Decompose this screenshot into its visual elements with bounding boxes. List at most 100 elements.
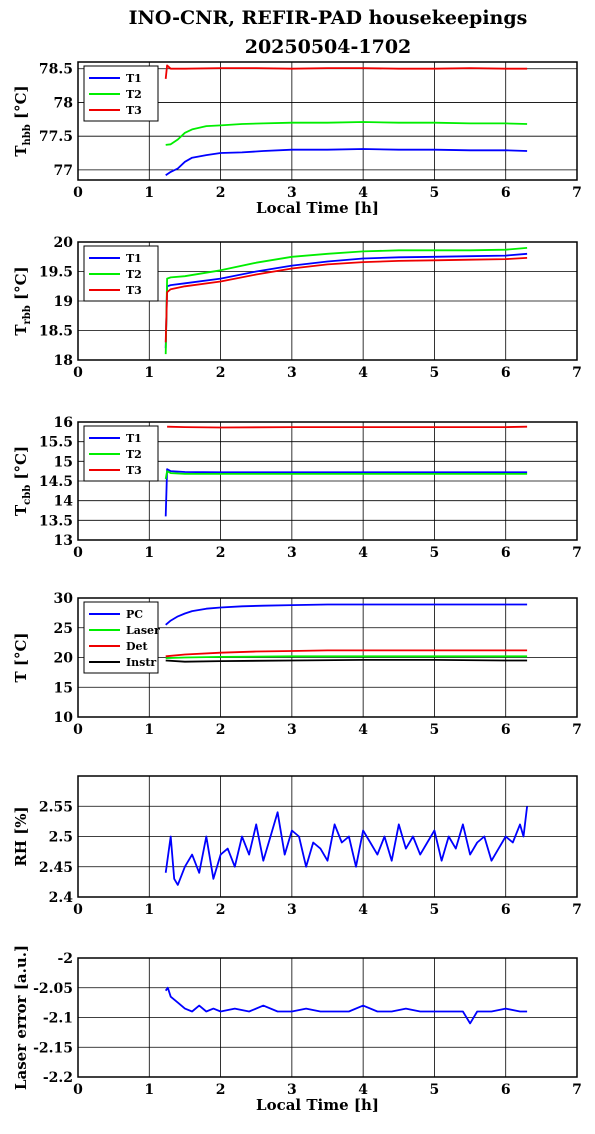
- x-tick-label: 1: [144, 365, 154, 381]
- x-tick-label: 2: [216, 722, 226, 738]
- series-rh-0: [164, 806, 528, 886]
- y-axis-label-main: T: [12, 504, 30, 516]
- x-axis-label: Local Time [h]: [256, 199, 379, 217]
- plot-frame: [77, 421, 578, 541]
- series-hbb-T1: [165, 148, 528, 177]
- y-tick-label: 78: [54, 95, 73, 111]
- series-hbb-T2: [165, 121, 528, 146]
- y-axis-label-main: Laser error [a.u.]: [12, 945, 30, 1090]
- x-tick-label: 1: [144, 545, 154, 561]
- x-tick-label: 5: [430, 185, 440, 201]
- y-tick-label: 20: [54, 651, 74, 667]
- x-tick-label: 3: [287, 365, 297, 381]
- legend-label: T2: [126, 268, 142, 281]
- legend: T1 T2 T3: [83, 65, 159, 122]
- y-axis-label-unit: [°C]: [12, 446, 30, 485]
- x-tick-label: 1: [144, 185, 154, 201]
- figure-title: INO-CNR, REFIR-PAD housekeepings: [129, 7, 528, 29]
- legend-label: T1: [126, 252, 142, 265]
- y-tick-label: 20: [54, 235, 74, 251]
- x-tick-label: 2: [216, 365, 226, 381]
- legend-label: T3: [126, 464, 142, 477]
- panel-laser: 0 1 2 3 4 5 6 7 -2.2 -2.15 -2.1 -2.05 -2 Local Time […: [12, 945, 582, 1114]
- figure-subtitle: 20250504-1702: [245, 36, 412, 58]
- x-tick-label: 7: [572, 185, 582, 201]
- x-tick-label: 3: [287, 722, 297, 738]
- x-tick-label: 0: [73, 185, 83, 201]
- x-tick-label: 5: [430, 1082, 440, 1098]
- y-tick-label: 78.5: [39, 62, 73, 78]
- y-axis-label-main: RH [%]: [12, 806, 30, 866]
- x-tick-label: 4: [358, 902, 368, 918]
- y-tick-label: 2.4: [49, 890, 74, 906]
- y-tick-label: 19.5: [39, 265, 73, 281]
- x-tick-label: 5: [430, 545, 440, 561]
- x-tick-label: 0: [73, 545, 83, 561]
- y-tick-label: 14: [54, 494, 74, 510]
- plot-frame: [77, 241, 578, 361]
- y-axis-label: Trbb [°C]: [12, 266, 33, 335]
- x-tick-label: 2: [216, 545, 226, 561]
- y-axis-label-sub: cbb: [22, 485, 33, 505]
- x-tick-label: 1: [144, 1082, 154, 1098]
- x-tick-label: 4: [358, 1082, 368, 1098]
- x-tick-label: 6: [501, 185, 511, 201]
- legend-label: T1: [126, 432, 142, 445]
- y-axis-label: Laser error [a.u.]: [12, 945, 30, 1090]
- x-tick-label: 0: [73, 722, 83, 738]
- y-tick-label: 2.45: [39, 860, 73, 876]
- x-tick-label: 0: [73, 365, 83, 381]
- plot-frame: [77, 957, 578, 1078]
- y-axis-label: Thbb [°C]: [12, 85, 33, 156]
- x-tick-label: 7: [572, 722, 582, 738]
- x-tick-label: 3: [287, 1082, 297, 1098]
- x-tick-label: 5: [430, 902, 440, 918]
- legend: T1 T2 T3: [83, 245, 159, 302]
- legend-label: T2: [126, 88, 142, 101]
- y-tick-label: 15.5: [39, 435, 73, 451]
- y-tick-label: -2.05: [33, 981, 73, 997]
- y-axis-label-main: T [°C]: [12, 632, 30, 682]
- x-tick-label: 3: [287, 902, 297, 918]
- panel-temps: 0 1 2 3 4 5 6 7 10 15 20 25 30 T [°C] PC Laser Det Instr: [12, 591, 582, 738]
- series-temps-Laser: [165, 655, 528, 659]
- y-tick-label: -2.15: [33, 1040, 73, 1056]
- legend: PC Laser Det Instr: [83, 601, 160, 674]
- x-tick-label: 2: [216, 1082, 226, 1098]
- y-axis-label: Tcbb [°C]: [12, 446, 33, 516]
- series-temps-Det: [165, 649, 528, 658]
- series-cbb-T2: [164, 470, 528, 480]
- panels: 0 1 2 3 4 5 6 7 7 7 77.5 78 78.5 Local Time [h] Thbb […: [12, 61, 582, 1114]
- series-laser-0: [164, 986, 528, 1025]
- plot-frame: [77, 597, 578, 718]
- x-tick-label: 7: [572, 365, 582, 381]
- panel-rh: 0 1 2 3 4 5 6 7 2.4 2.45 2.5 2.55 RH [%]: [12, 775, 582, 918]
- legend-label: T2: [126, 448, 142, 461]
- y-axis-label-unit: [°C]: [12, 266, 30, 305]
- legend-label: T3: [126, 284, 142, 297]
- y-tick-label: 13: [54, 533, 73, 549]
- y-tick-label: 18.5: [39, 324, 73, 340]
- x-tick-label: 6: [501, 1082, 511, 1098]
- y-axis-label-main: T: [12, 145, 30, 157]
- y-tick-label: -2.1: [43, 1011, 73, 1027]
- y-axis-label: RH [%]: [12, 806, 30, 866]
- y-tick-label: 15: [54, 680, 73, 696]
- plot-frame: [77, 775, 578, 898]
- legend-label: Laser: [126, 624, 160, 637]
- x-tick-label: 4: [358, 545, 368, 561]
- y-tick-label: 10: [54, 710, 74, 726]
- x-tick-label: 5: [430, 365, 440, 381]
- y-tick-label: 2.55: [39, 799, 73, 815]
- y-tick-label: 25: [54, 621, 73, 637]
- y-axis-label: T [°C]: [12, 632, 30, 682]
- y-tick-label: 77.5: [39, 129, 73, 145]
- y-tick-label: 13.5: [39, 513, 73, 529]
- y-axis-label-unit: [°C]: [12, 85, 30, 124]
- series-temps-PC: [165, 603, 528, 626]
- x-tick-label: 2: [216, 185, 226, 201]
- panel-rbb: 0 1 2 3 4 5 6 7 18 18.5 19 19.5 20 Trbb [°C] T1 T2 T3: [12, 235, 582, 381]
- legend-label: T1: [126, 72, 142, 85]
